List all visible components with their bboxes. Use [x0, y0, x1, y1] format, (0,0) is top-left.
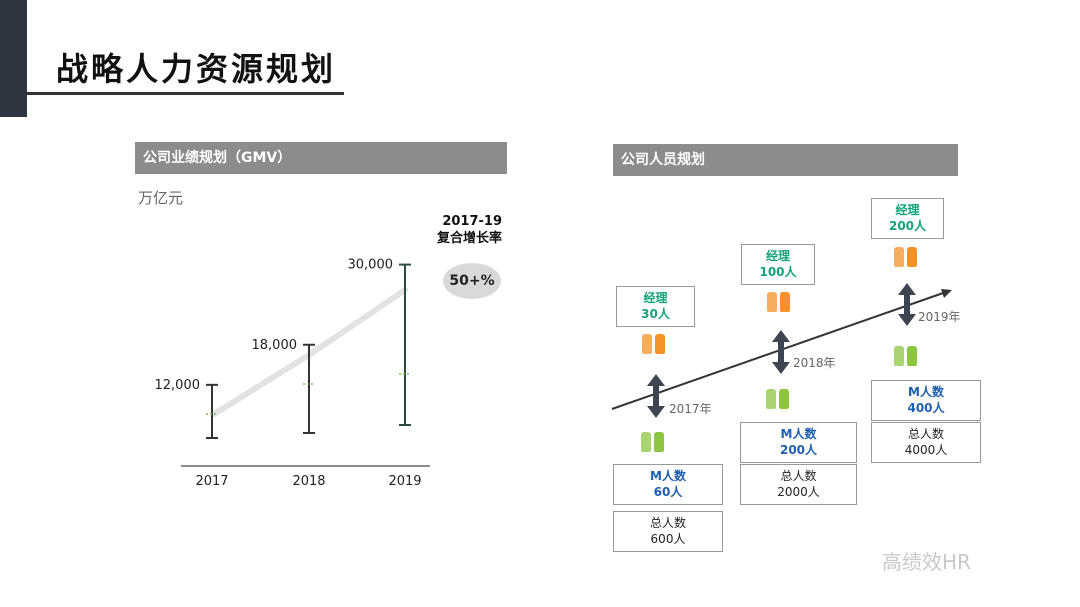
year-label-2018: 2018年	[793, 356, 836, 370]
year-label-2017: 2017年	[669, 402, 712, 416]
accent-bar	[0, 0, 27, 117]
staff-count: 200人	[779, 443, 818, 457]
watermark: 高绩效HR	[882, 550, 971, 574]
staff-count: 60人	[653, 485, 683, 499]
manager-count: 100人	[759, 265, 797, 279]
value-label: 18,000	[252, 338, 298, 353]
cagr-years: 2017-19	[442, 214, 502, 229]
double-arrow-icon	[647, 374, 665, 418]
x-tick-label: 2017	[195, 474, 228, 489]
total-title: 总人数	[907, 427, 944, 441]
total-box-2019: 总人数 4000人	[871, 422, 981, 463]
x-tick-label: 2019	[388, 474, 421, 489]
total-count: 4000人	[904, 443, 948, 457]
value-label: 30,000	[348, 258, 394, 273]
manager-box-2019: 经理 200人	[871, 198, 944, 239]
value-label: 12,000	[155, 378, 201, 393]
year-label-2019: 2019年	[918, 310, 961, 324]
manager-title: 经理	[895, 203, 920, 217]
cagr-badge: 50+%	[443, 263, 501, 299]
manager-box-2017: 经理 30人	[616, 286, 695, 327]
staff-title: M人数	[650, 469, 686, 483]
total-box-2018: 总人数 2000人	[740, 464, 857, 505]
manager-title: 经理	[643, 291, 668, 305]
trend-arrowhead	[941, 289, 952, 298]
double-arrow-icon	[898, 283, 916, 326]
manager-count: 30人	[641, 307, 670, 321]
unit-label: 万亿元	[138, 189, 184, 207]
cagr-caption: 2017-19 复合增长率	[420, 213, 502, 247]
total-count: 2000人	[777, 485, 820, 499]
staff-box-2017: M人数 60人	[613, 464, 723, 505]
staffing-panel-header: 公司人员规划	[613, 144, 958, 176]
double-arrow-icon	[772, 330, 790, 374]
total-title: 总人数	[649, 516, 686, 530]
cagr-label: 复合增长率	[436, 231, 502, 246]
x-tick-label: 2018	[292, 474, 325, 489]
staff-title: M人数	[908, 385, 944, 399]
manager-count: 200人	[888, 219, 927, 233]
staff-count: 400人	[907, 401, 945, 415]
gmv-panel-header: 公司业绩规划（GMV）	[135, 142, 507, 174]
staff-box-2018: M人数 200人	[740, 422, 857, 463]
total-count: 600人	[650, 532, 686, 546]
page-title: 战略人力资源规划	[56, 50, 337, 88]
total-title: 总人数	[780, 469, 817, 483]
manager-title: 经理	[765, 249, 790, 263]
total-box-2017: 总人数 600人	[613, 511, 723, 552]
manager-box-2018: 经理 100人	[741, 244, 815, 285]
staff-box-2019: M人数 400人	[871, 380, 981, 421]
title-underline	[27, 92, 344, 95]
staff-title: M人数	[780, 427, 817, 441]
